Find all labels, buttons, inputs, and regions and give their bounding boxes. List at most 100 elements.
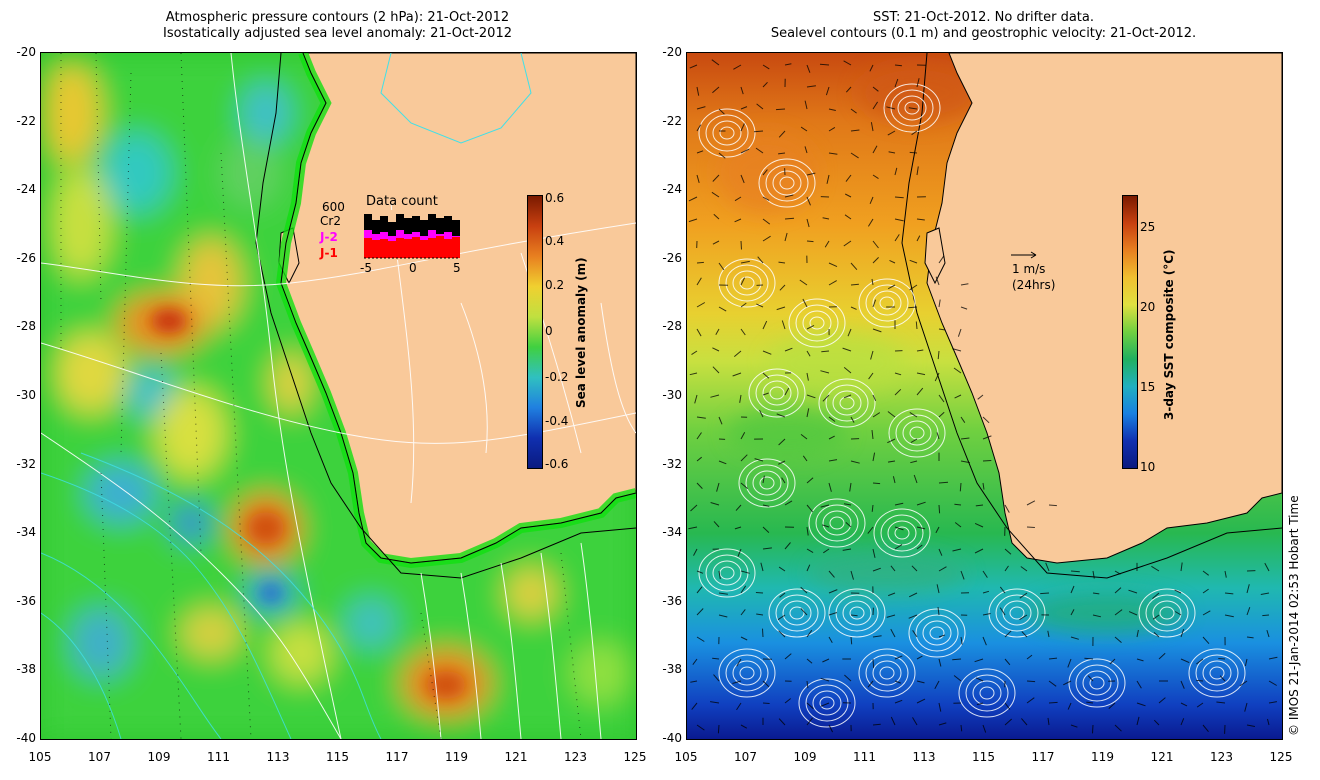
velocity-arrow (740, 123, 745, 132)
left-title-line1: Atmospheric pressure contours (2 hPa): 2… (165, 10, 510, 25)
right-cb-labels-1: 20 (1140, 300, 1156, 314)
velocity-arrow (894, 196, 904, 199)
sea-level-contour (879, 666, 895, 680)
sea-level-contour (1145, 594, 1189, 632)
velocity-arrow (696, 261, 704, 264)
velocity-arrow (1087, 675, 1094, 682)
velocity-arrow (960, 724, 963, 732)
velocity-arrow (1092, 592, 1100, 595)
right-cb-labels-3: 10 (1140, 460, 1156, 474)
velocity-arrow (1048, 680, 1057, 687)
velocity-arrow (1021, 718, 1028, 726)
velocity-arrow (718, 570, 721, 580)
velocity-arrow (732, 680, 742, 684)
velocity-arrow (740, 454, 748, 462)
velocity-arrow (696, 150, 704, 154)
right-lat-tick-1: -22 (662, 113, 682, 128)
left-lat-tick-6: -32 (16, 456, 36, 471)
velocity-arrow (869, 196, 874, 204)
velocity-arrow (960, 570, 965, 580)
velocity-arrow (740, 86, 744, 95)
velocity-arrow (1180, 702, 1188, 707)
left-lat-tick-9: -38 (16, 662, 36, 677)
right-cb-labels-2: 15 (1140, 380, 1156, 394)
velocity-arrow (1004, 504, 1010, 513)
velocity-arrow (778, 130, 786, 138)
velocity-arrow (1019, 614, 1028, 621)
velocity-arrow (1158, 652, 1166, 660)
velocity-arrow (781, 477, 786, 484)
velocity-arrow (1151, 565, 1160, 572)
sea-level-contour (902, 420, 932, 446)
velocity-arrow (1070, 724, 1078, 728)
velocity-arrow (1114, 570, 1121, 575)
velocity-arrow (1092, 570, 1095, 579)
velocity-arrow (909, 411, 918, 418)
sea-level-contour (904, 101, 920, 115)
sea-level-contour (818, 378, 876, 428)
velocity-arrow (894, 167, 898, 176)
velocity-arrow (871, 430, 874, 440)
sea-level-contour (894, 526, 910, 540)
velocity-arrow (800, 126, 808, 132)
velocity-arrow (820, 504, 830, 508)
velocity-arrow (850, 460, 860, 464)
velocity-arrow (740, 585, 747, 594)
velocity-arrow (938, 548, 943, 556)
sea-level-contour (725, 654, 769, 692)
velocity-arrow (711, 59, 720, 66)
sea-level-contour (1082, 670, 1112, 696)
left-lon-tick-8: 121 (504, 750, 528, 764)
velocity-arrow (710, 701, 720, 704)
velocity-arrow (892, 476, 896, 484)
velocity-arrow (806, 394, 816, 399)
sea-level-contour (858, 648, 916, 698)
velocity-arrow (762, 392, 769, 396)
velocity-arrow (806, 477, 814, 484)
velocity-arrow (850, 416, 855, 423)
right-title-line2: Sealevel contours (0.1 m) and geostrophi… (770, 26, 1197, 41)
velocity-arrow (1153, 632, 1160, 638)
sea-level-contour (719, 126, 735, 140)
velocity-arrow (872, 101, 879, 110)
sst-map[interactable] (686, 52, 1283, 740)
velocity-arrow (982, 435, 992, 440)
velocity-arrow (1092, 724, 1094, 734)
velocity-arrow (894, 699, 903, 704)
velocity-arrow (740, 302, 747, 308)
velocity-arrow (938, 299, 941, 308)
right-lat-tick-7: -34 (662, 525, 682, 540)
velocity-arrow (870, 122, 874, 132)
histogram-bar (412, 237, 420, 258)
velocity-arrow (806, 564, 811, 572)
sea-level-contour (825, 384, 869, 422)
velocity-arrow (819, 63, 830, 66)
velocity-arrow (888, 151, 896, 154)
velocity-arrow (910, 460, 918, 464)
velocity-arrow (740, 240, 742, 250)
velocity-arrow (954, 503, 962, 506)
sst-colorbar (1122, 195, 1138, 469)
velocity-arrow (953, 367, 962, 374)
velocity-arrow (762, 372, 770, 379)
velocity-arrow (894, 680, 901, 684)
velocity-arrow (850, 570, 854, 580)
velocity-arrow (1153, 719, 1160, 726)
velocity-arrow (696, 277, 702, 286)
velocity-arrow (872, 548, 876, 558)
velocity-arrow (753, 130, 764, 133)
velocity-arrow (713, 674, 720, 682)
sea-level-contour (822, 510, 852, 536)
sea-level-anomaly-map[interactable] (40, 52, 637, 740)
velocity-arrow (894, 388, 902, 396)
velocity-arrow (762, 64, 770, 70)
velocity-arrow (759, 409, 764, 418)
velocity-arrow (912, 717, 918, 726)
sea-level-contour (738, 458, 796, 508)
velocity-arrow (760, 562, 764, 572)
velocity-arrow (762, 196, 770, 201)
velocity-arrow (894, 502, 904, 506)
right-cb-labels-0: 25 (1140, 220, 1156, 234)
velocity-arrow (1128, 611, 1138, 616)
velocity-arrow (806, 85, 816, 88)
